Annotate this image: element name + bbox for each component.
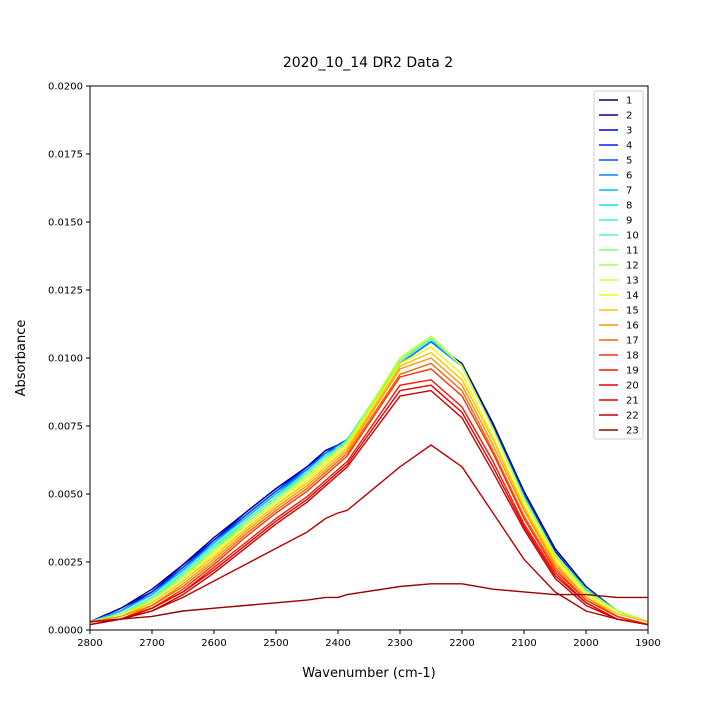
series-line-22 (90, 444, 648, 626)
x-tick-label: 2000 (573, 638, 598, 649)
chart-title: 2020_10_14 DR2 Data 2 (283, 55, 453, 71)
legend-label: 6 (626, 171, 632, 182)
series-line-18 (90, 368, 648, 626)
x-tick-label: 2500 (263, 638, 288, 649)
series-line-17 (90, 362, 648, 626)
plot-area (90, 86, 648, 630)
x-tick-label: 2700 (139, 638, 164, 649)
series-line-21 (90, 389, 648, 626)
legend-label: 12 (626, 261, 639, 272)
legend-label: 15 (626, 306, 639, 317)
legend-label: 13 (626, 276, 639, 287)
series-layer (90, 335, 648, 626)
legend-label: 20 (626, 381, 639, 392)
legend-label: 11 (626, 246, 639, 257)
legend-label: 3 (626, 126, 632, 137)
legend-label: 18 (626, 351, 639, 362)
series-line-15 (90, 351, 648, 623)
y-axis-label: Absorbance (14, 320, 29, 397)
legend-label: 19 (626, 366, 639, 377)
y-tick-label: 0.0150 (48, 218, 83, 229)
legend-label: 14 (626, 291, 639, 302)
y-tick-label: 0.0175 (48, 150, 83, 161)
series-line-13 (90, 335, 648, 623)
x-tick-label: 2600 (201, 638, 226, 649)
legend-label: 5 (626, 156, 632, 167)
legend-label: 17 (626, 336, 639, 347)
x-tick-label: 2400 (325, 638, 350, 649)
x-tick-label: 2300 (387, 638, 412, 649)
y-tick-label: 0.0000 (48, 626, 83, 637)
y-tick-label: 0.0125 (48, 286, 83, 297)
series-line-20 (90, 384, 648, 626)
legend-label: 23 (626, 426, 639, 437)
x-axis: 2800 2700 2600 2500 2400 2300 2200 2100 2000 1900 (77, 630, 661, 649)
x-tick-label: 2100 (511, 638, 536, 649)
y-tick-label: 0.0075 (48, 422, 83, 433)
legend-label: 16 (626, 321, 639, 332)
series-line-23 (90, 583, 648, 626)
y-tick-label: 0.0200 (48, 82, 83, 93)
legend-label: 22 (626, 411, 639, 422)
legend-label: 4 (626, 141, 632, 152)
y-axis: 0.0000 0.0025 0.0050 0.0075 0.0100 0.0125 0.01… (48, 82, 90, 637)
legend-label: 21 (626, 396, 639, 407)
x-axis-label: Wavenumber (cm-1) (302, 666, 435, 681)
y-tick-label: 0.0025 (48, 558, 83, 569)
legend-box (593, 90, 644, 440)
legend-label: 10 (626, 231, 639, 242)
y-tick-label: 0.0100 (48, 354, 83, 365)
legend-label: 2 (626, 111, 632, 122)
legend-label: 9 (626, 216, 632, 227)
x-tick-label: 2800 (77, 638, 102, 649)
series-line-16 (90, 357, 648, 626)
x-tick-label: 2200 (449, 638, 474, 649)
legend-label: 8 (626, 201, 632, 212)
legend-label: 7 (626, 186, 632, 197)
legend-label: 1 (626, 96, 632, 107)
x-tick-label: 1900 (635, 638, 660, 649)
y-tick-label: 0.0050 (48, 490, 83, 501)
